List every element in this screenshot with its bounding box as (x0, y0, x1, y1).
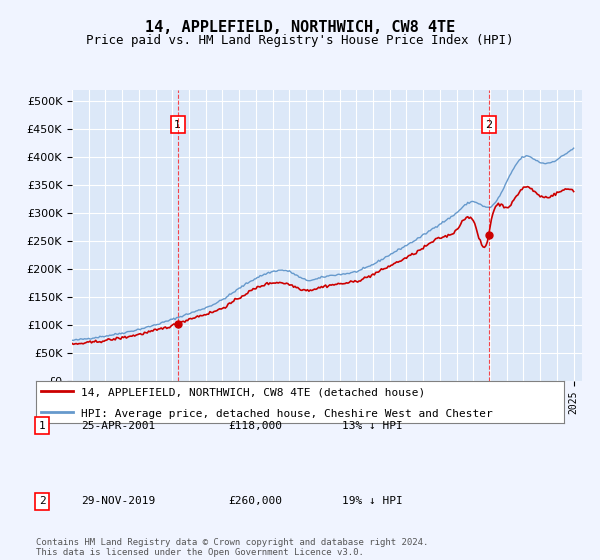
Text: 25-APR-2001: 25-APR-2001 (81, 421, 155, 431)
Text: Contains HM Land Registry data © Crown copyright and database right 2024.
This d: Contains HM Land Registry data © Crown c… (36, 538, 428, 557)
Text: 2: 2 (485, 119, 492, 129)
Text: Price paid vs. HM Land Registry's House Price Index (HPI): Price paid vs. HM Land Registry's House … (86, 34, 514, 46)
Text: £260,000: £260,000 (228, 496, 282, 506)
Text: 19% ↓ HPI: 19% ↓ HPI (342, 496, 403, 506)
Text: 1: 1 (174, 119, 181, 129)
Text: 14, APPLEFIELD, NORTHWICH, CW8 4TE: 14, APPLEFIELD, NORTHWICH, CW8 4TE (145, 20, 455, 35)
Text: 2: 2 (38, 496, 46, 506)
Text: 13% ↓ HPI: 13% ↓ HPI (342, 421, 403, 431)
Text: 1: 1 (38, 421, 46, 431)
Text: £118,000: £118,000 (228, 421, 282, 431)
Text: 14, APPLEFIELD, NORTHWICH, CW8 4TE (detached house): 14, APPLEFIELD, NORTHWICH, CW8 4TE (deta… (81, 388, 425, 398)
Text: 29-NOV-2019: 29-NOV-2019 (81, 496, 155, 506)
Text: HPI: Average price, detached house, Cheshire West and Chester: HPI: Average price, detached house, Ches… (81, 409, 493, 418)
